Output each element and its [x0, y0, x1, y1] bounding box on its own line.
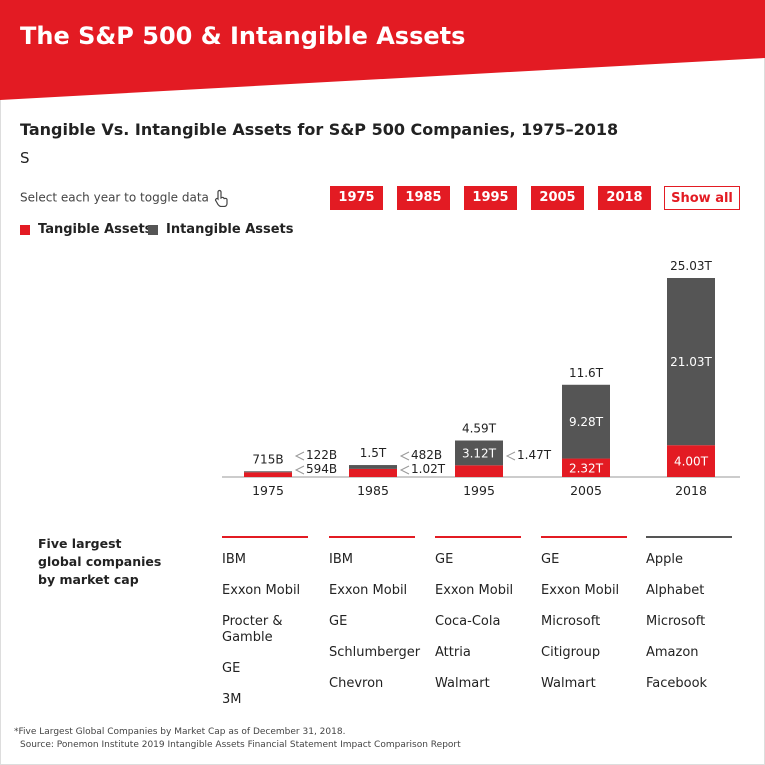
bar-segment [349, 468, 397, 477]
company-name: Exxon Mobil [435, 583, 514, 598]
chart-title: Tangible Vs. Intangible Assets for S&P 5… [20, 120, 619, 139]
footnote: Source: Ponemon Institute 2019 Intangibl… [20, 740, 461, 750]
company-name: Attria [435, 645, 471, 660]
company-column: GE Exxon Mobil Microsoft Citigroup Walmart [541, 536, 627, 707]
legend-swatch [20, 224, 30, 235]
label-leader [294, 465, 305, 475]
company-name: Exxon Mobil [222, 583, 301, 598]
bar-segment [244, 471, 292, 473]
total-label: 4.59T [462, 422, 497, 436]
company-name: Procter & Gamble [222, 614, 283, 645]
bar-segment [244, 472, 292, 477]
company-name: Coca-Cola [435, 614, 501, 629]
toggle-button[interactable]: 1995 [464, 186, 517, 210]
company-name: Microsoft [541, 614, 601, 629]
company-name: GE [435, 552, 454, 567]
value-label: 21.03T [670, 355, 712, 369]
toggle-button[interactable]: 1985 [397, 186, 450, 210]
label-leader [399, 465, 410, 475]
value-label: 122B [306, 448, 337, 462]
companies-heading: Five largest global companies by market … [38, 536, 162, 587]
legend-item: Intangible Assets [148, 222, 294, 237]
company-name: Amazon [646, 645, 699, 660]
instruction: Select each year to toggle data [20, 189, 229, 208]
toggle-button[interactable]: 2005 [531, 186, 584, 210]
x-tick-label: 1975 [252, 483, 284, 498]
instruction-text: Select each year to toggle data [20, 190, 209, 205]
x-tick-label: 2005 [570, 483, 602, 498]
company-name: GE [222, 661, 241, 676]
company-name: Microsoft [646, 614, 706, 629]
total-label: 25.03T [670, 259, 712, 273]
value-label: 1.47T [517, 448, 552, 462]
bar-segment [667, 278, 715, 446]
company-name: Chevron [329, 676, 384, 691]
value-label: 3.12T [462, 446, 497, 460]
total-label: 1.5T [360, 446, 387, 460]
total-label: 715B [252, 452, 283, 466]
value-label: 1.02T [411, 462, 446, 476]
toggle-button[interactable]: 2018 [598, 186, 651, 210]
company-name: Walmart [435, 676, 490, 691]
total-label: 11.6T [569, 366, 604, 380]
value-label: 594B [306, 462, 337, 476]
x-tick-label: 1985 [357, 483, 389, 498]
company-name: Exxon Mobil [329, 583, 408, 598]
bar-segment [349, 465, 397, 469]
company-column: IBM Exxon Mobil GE Schlumberger Chevron [329, 536, 421, 707]
label-leader [505, 451, 516, 461]
company-name: 3M [222, 692, 242, 707]
page-title: The S&P 500 & Intangible Assets [20, 22, 466, 50]
company-name: Facebook [646, 676, 708, 691]
company-name: Citigroup [541, 645, 601, 660]
bar-segment [455, 440, 503, 466]
value-label: 2.32T [569, 461, 604, 475]
company-name: IBM [329, 552, 353, 567]
toggle-button[interactable]: 1975 [330, 186, 383, 210]
pointer-icon [214, 189, 228, 208]
company-column: IBM Exxon Mobil Procter & Gamble GE 3M [222, 536, 308, 723]
company-name: Schlumberger [329, 645, 421, 660]
x-tick-label: 2018 [675, 483, 707, 498]
legend-label: Intangible Assets [166, 222, 294, 237]
footnote: *Five Largest Global Companies by Market… [14, 727, 346, 737]
legend-swatch [148, 224, 158, 235]
label-leader [399, 451, 410, 461]
bar-segment [455, 465, 503, 477]
header-band [0, 0, 765, 100]
bar-segment [667, 445, 715, 477]
company-name: Apple [646, 552, 684, 567]
company-column: GE Exxon Mobil Coca-Cola Attria Walmart [435, 536, 521, 707]
legend-label: Tangible Assets [38, 222, 153, 237]
x-tick-label: 1995 [463, 483, 495, 498]
company-name: Exxon Mobil [541, 583, 620, 598]
company-column: Apple Alphabet Microsoft Amazon Facebook [646, 536, 732, 707]
company-name: Walmart [541, 676, 596, 691]
value-label: 9.28T [569, 415, 604, 429]
toggle-button[interactable]: Show all [664, 186, 740, 210]
value-label: 4.00T [674, 455, 709, 469]
bar-segment [562, 384, 610, 459]
chart-subtitle: S [20, 149, 30, 167]
label-leader [294, 451, 305, 461]
company-name: IBM [222, 552, 246, 567]
company-name: GE [329, 614, 348, 629]
legend-item: Tangible Assets [20, 222, 152, 237]
bar-segment [562, 458, 610, 477]
company-name: GE [541, 552, 560, 567]
value-label: 482B [411, 448, 442, 462]
company-name: Alphabet [646, 583, 705, 598]
